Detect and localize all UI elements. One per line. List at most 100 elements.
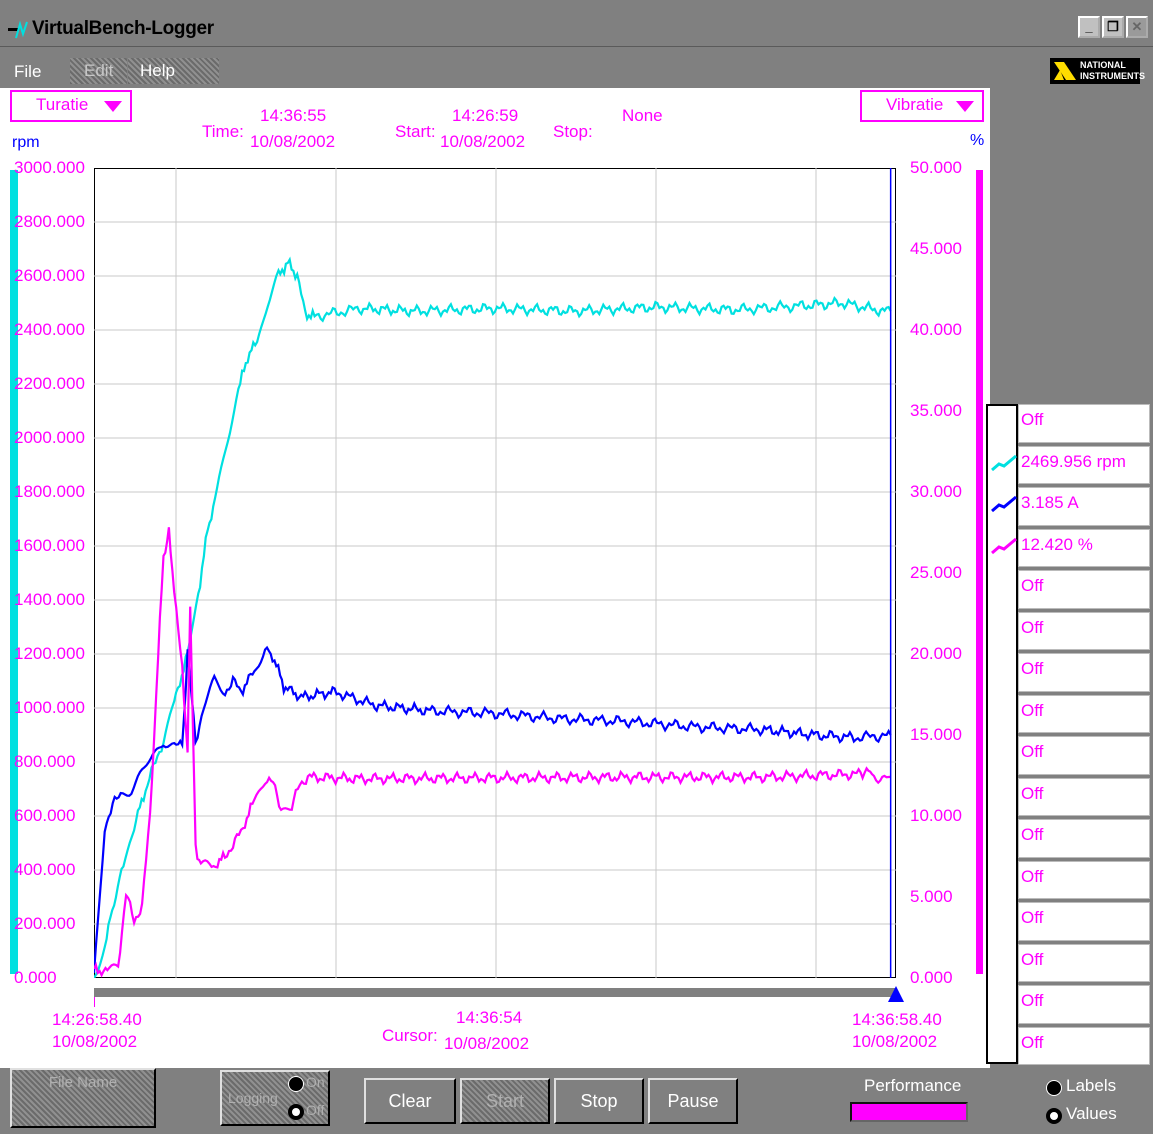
chart-plot[interactable] [94, 168, 896, 978]
stop-label: Stop: [553, 122, 593, 141]
logging-off-radio[interactable] [288, 1104, 304, 1120]
right-axis-tick-label: 40.000 [910, 320, 962, 339]
channel-value-row[interactable]: Off [1018, 404, 1150, 443]
right-axis-tick-label: 10.000 [910, 806, 962, 825]
channel-value-row[interactable]: Off [1018, 611, 1150, 650]
x-end-date: 10/08/2002 [852, 1032, 938, 1051]
logging-on-radio[interactable] [288, 1076, 304, 1092]
chevron-down-icon [104, 101, 122, 112]
left-axis-tick-label: 2600.000 [14, 266, 85, 285]
close-button[interactable]: ✕ [1126, 16, 1148, 38]
left-unit: rpm [12, 134, 40, 151]
left-channel-label: Turatie [36, 95, 89, 114]
title-bar[interactable] [0, 10, 1153, 47]
logging-label: Logging [228, 1090, 278, 1106]
start-value: 14:26:59 [452, 106, 519, 125]
ni-logo-icon [1054, 62, 1076, 80]
channel-value-row[interactable]: Off [1018, 694, 1150, 733]
channel-value-row[interactable]: 3.185 A [1018, 487, 1150, 526]
channel-value-row[interactable]: 12.420 % [1018, 528, 1150, 567]
legend-swatch-column [986, 404, 1018, 1064]
left-axis-tick-label: 600.000 [14, 806, 76, 825]
clear-button[interactable]: Clear [364, 1078, 456, 1124]
channel-value-row[interactable]: Off [1018, 777, 1150, 816]
right-axis-tick-label: 30.000 [910, 482, 962, 501]
channel-value-row[interactable]: Off [1018, 570, 1150, 609]
logging-on-label: On [306, 1074, 325, 1090]
left-axis-tick-label: 2000.000 [14, 428, 85, 447]
right-axis-tick-label: 25.000 [910, 563, 962, 582]
window-title: VirtualBench-Logger [32, 18, 214, 39]
logo-line1: NATIONAL [1080, 60, 1126, 70]
right-axis-color-bar [976, 170, 983, 974]
legend-swatch-icon [991, 454, 1017, 471]
legend-swatch-icon [991, 495, 1017, 513]
chevron-down-icon [956, 101, 974, 112]
channel-value-row[interactable]: Off [1018, 653, 1150, 692]
start-label: Start: [395, 122, 436, 141]
left-channel-dropdown[interactable]: Turatie [10, 90, 132, 122]
values-radio[interactable] [1046, 1108, 1062, 1124]
values-option-label: Values [1066, 1104, 1117, 1123]
logging-off-label: Off [306, 1102, 325, 1118]
cursor-date: 10/08/2002 [444, 1034, 530, 1053]
right-axis-tick-label: 35.000 [910, 401, 962, 420]
left-axis-tick-label: 2400.000 [14, 320, 85, 339]
maximize-button[interactable]: ❐ [1102, 16, 1124, 38]
left-axis-color-bar [10, 170, 18, 974]
x-start-date: 10/08/2002 [52, 1032, 138, 1051]
cursor-handle-icon[interactable] [886, 984, 906, 1004]
cursor-label: Cursor: [382, 1026, 438, 1045]
series-line-1 [94, 256, 892, 978]
stop-button[interactable]: Stop [554, 1078, 644, 1124]
channel-value-row[interactable]: Off [1018, 943, 1150, 982]
menu-file[interactable]: File [14, 62, 42, 81]
menu-edit[interactable]: Edit [70, 58, 128, 84]
left-axis-tick-label: 400.000 [14, 860, 76, 879]
labels-radio[interactable] [1046, 1080, 1062, 1096]
legend-swatch-icon [991, 537, 1017, 554]
chart-grid [94, 168, 896, 978]
app-icon [8, 20, 28, 39]
channel-value-row[interactable]: Off [1018, 819, 1150, 858]
right-axis-tick-label: 0.000 [910, 968, 953, 987]
national-instruments-logo: NATIONAL INSTRUMENTS [1050, 58, 1145, 84]
performance-label: Performance [864, 1076, 962, 1095]
channel-value-row[interactable]: Off [1018, 985, 1150, 1024]
time-label: Time: [202, 122, 244, 141]
channel-value-row[interactable]: Off [1018, 1026, 1150, 1065]
plot-frame [94, 168, 896, 978]
pause-button[interactable]: Pause [648, 1078, 738, 1124]
right-axis-tick-label: 45.000 [910, 239, 962, 258]
right-channel-label: Vibratie [886, 95, 944, 114]
left-axis-tick-label: 0.000 [14, 968, 57, 987]
chart-series [94, 256, 892, 978]
logo-line2: INSTRUMENTS [1080, 71, 1145, 81]
left-axis-tick-label: 2200.000 [14, 374, 85, 393]
right-axis-tick-label: 5.000 [910, 887, 953, 906]
channel-value-row[interactable]: 2469.956 rpm [1018, 445, 1150, 484]
left-axis-tick-label: 800.000 [14, 752, 76, 771]
series-line-3 [94, 527, 891, 978]
channel-value-row[interactable]: Off [1018, 736, 1150, 775]
left-axis-tick-label: 1400.000 [14, 590, 85, 609]
left-axis-tick-label: 2800.000 [14, 212, 85, 231]
file-name-button[interactable]: File Name [10, 1068, 156, 1128]
performance-meter [850, 1102, 968, 1122]
left-axis-tick-label: 1000.000 [14, 698, 85, 717]
channel-value-row[interactable]: Off [1018, 902, 1150, 941]
stop-value: None [622, 106, 663, 125]
start-marker [94, 997, 95, 1007]
time-scroll-track[interactable] [94, 988, 896, 997]
menu-help[interactable]: Help [128, 58, 219, 84]
time-value: 14:36:55 [260, 106, 327, 125]
left-axis-tick-label: 1600.000 [14, 536, 85, 555]
right-channel-dropdown[interactable]: Vibratie [860, 90, 984, 122]
cursor-time: 14:36:54 [456, 1008, 523, 1027]
minimize-button[interactable]: _ [1078, 16, 1100, 38]
start-button[interactable]: Start [460, 1078, 550, 1124]
channel-value-row[interactable]: Off [1018, 860, 1150, 899]
left-axis-tick-label: 3000.000 [14, 158, 85, 177]
logging-control[interactable]: Logging [220, 1070, 330, 1126]
time-date: 10/08/2002 [250, 132, 336, 151]
